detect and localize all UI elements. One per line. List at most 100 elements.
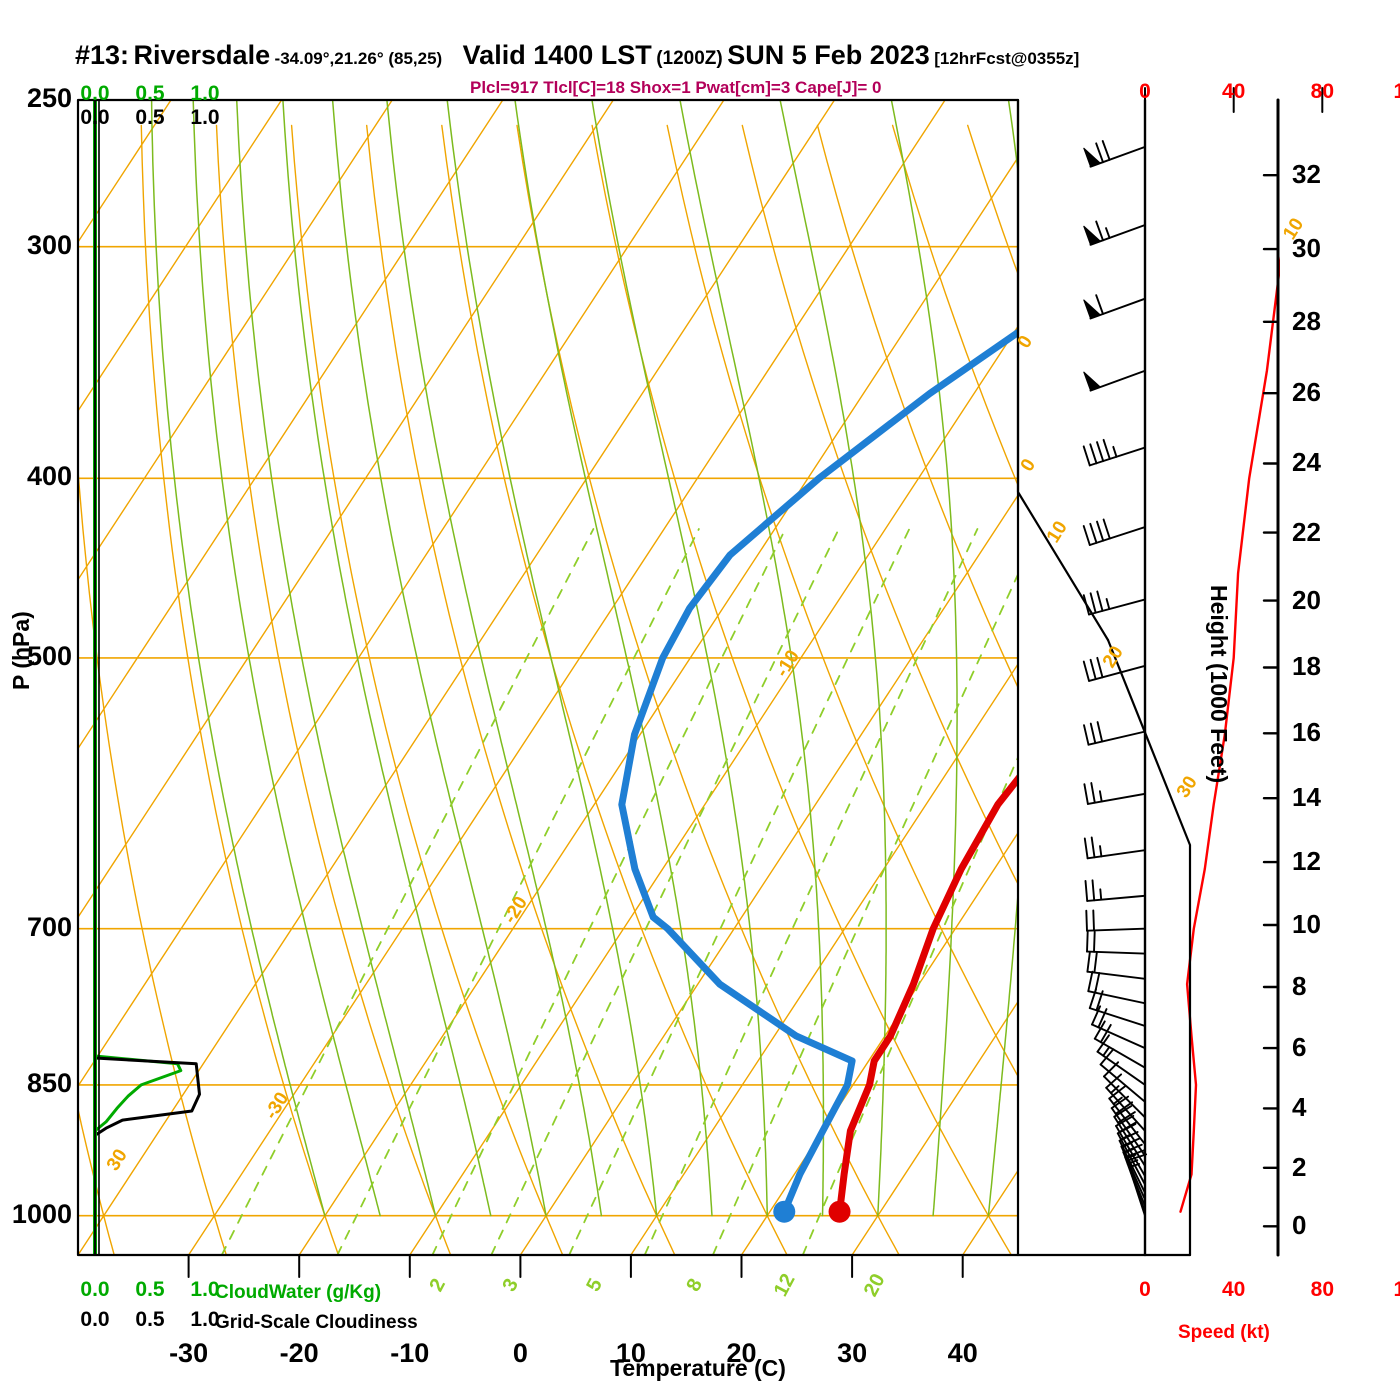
wind-barb-full [1099,1023,1112,1044]
mixing-ratio-line [712,572,1018,1255]
wind-barb-full [1096,520,1105,542]
wind-barb-half [1099,845,1103,858]
temperature-tick-label: 0 [512,1338,528,1368]
wind-barb-full [1099,1048,1115,1066]
surface-dewpoint-marker [773,1200,796,1223]
wind-barb-full [1093,1020,1106,1040]
valid-time: Valid 1400 LST [462,40,652,70]
wind-barb-shaft [1096,1050,1146,1086]
pressure-tick-label: 250 [26,83,72,113]
wind-barb-full [1086,930,1089,953]
dry-adiabat-line [215,124,452,1255]
dry-adiabat-line [1268,125,1400,1255]
isotherm-label-right: 10 [1043,518,1072,547]
cloudwater-tick-label: 1.0 [190,82,220,105]
wind-barb-full [1115,1114,1135,1127]
dry-adiabat-line [516,124,900,1255]
cloudiness-legend-label: Grid-Scale Cloudiness [215,1312,418,1333]
wind-barb-full [1082,525,1091,546]
wind-barb-full [1096,721,1104,743]
wind-barb-half [1105,227,1111,239]
isotherm-line [78,100,393,581]
height-tick-label: 4 [1292,1092,1307,1123]
speed-tick-label: 40 [1221,80,1246,103]
isotherm-label-right: 30 [1173,773,1202,802]
wind-barb-full [1083,837,1089,860]
wind-barb-full [1102,518,1111,540]
wind-barb [1082,438,1146,467]
height-tick-label: 6 [1292,1032,1307,1063]
isotherm-label-left: 30 [103,1146,132,1175]
dry-adiabat-line [441,124,788,1255]
speed-tick-label: 80 [1310,80,1334,103]
wind-barb-full [1095,294,1104,315]
wind-barb [1082,518,1146,546]
temperature-tick-label: -10 [390,1338,430,1368]
cloudwater-tick-label: 0.0 [80,82,110,105]
dry-adiabat-line [78,461,227,1255]
wind-barb-full [1088,988,1097,1010]
wind-barb-full [1093,951,1098,974]
wind-barb-half [1105,598,1111,610]
height-tick-label: 2 [1292,1151,1307,1182]
moist-adiabat-line [386,100,603,1217]
wind-barb-full [1095,220,1104,242]
wind-barb-full [1082,660,1090,682]
mixing-ratio-line [801,755,1018,1255]
dry-adiabat-line [891,124,1018,487]
dry-adiabat-line [366,124,676,1255]
wind-barb-full [1090,836,1096,859]
wind-barb-half [1109,1085,1120,1094]
wind-barb-shaft [1088,598,1146,616]
pressure-tick-label: 500 [26,640,72,671]
wind-barb-shaft [1086,792,1146,805]
cloudiness-tick-label: 0.5 [135,106,165,129]
wind-barb-half [1099,888,1103,901]
wind-barb-full [1089,722,1097,745]
cloudiness-tick-label: 0.0 [80,106,110,129]
wind-barb [1084,879,1146,902]
wind-barb [1083,369,1146,392]
station-name: Riversdale [133,40,271,70]
temperature-tick-label: 30 [837,1338,868,1368]
barb-panel-edge [1106,638,1192,1257]
valid-time-utc: (1200Z) [656,48,723,69]
height-tick-label: 8 [1292,971,1307,1001]
wind-barb [1083,140,1146,168]
wind-barb-full [1120,1137,1141,1148]
isotherm-line [78,100,836,1255]
wind-barb [1126,1153,1148,1217]
mixing-ratio-label: 8 [682,1275,707,1295]
speed-tick-label: 0 [1139,80,1151,103]
wind-barb-full [1089,658,1097,681]
wind-barb-full [1105,1073,1123,1089]
grid-layer [78,100,1400,1255]
wind-barb-full [1124,1149,1145,1159]
dry-adiabat-line [1343,125,1400,1255]
wind-barb-shaft [1086,927,1146,932]
trace-layer [618,328,1018,1223]
temperature-tick-label: 20 [726,1338,757,1368]
wind-barb-shaft [1086,950,1146,955]
moist-adiabat-line [679,100,825,1217]
temperature-tick-label: 40 [947,1338,978,1368]
wind-barb-full [1090,782,1096,804]
height-tick-label: 0 [1292,1210,1307,1241]
cloudwater-tick-label: 0.5 [135,1278,165,1301]
temperature-tick-label: 10 [615,1338,646,1368]
dry-adiabat-line [741,124,1018,886]
wind-barb-full [1110,1095,1130,1110]
wind-barb-full [1117,1111,1136,1124]
cloudwater-tick-label: 0.0 [80,1278,110,1301]
dry-adiabat-line [1118,125,1400,1255]
wind-barb-full [1091,879,1096,902]
wind-barb [1082,590,1146,616]
wind-barb [1083,220,1146,246]
dewpoint-trace [618,328,1018,1216]
wind-barb-full [1118,1131,1139,1142]
wind-barb-full [1087,970,1094,993]
cloudwater-tick-label: 1.0 [190,1278,220,1301]
wind-barb-full [1089,592,1097,614]
wind-barb-full [1089,522,1098,544]
